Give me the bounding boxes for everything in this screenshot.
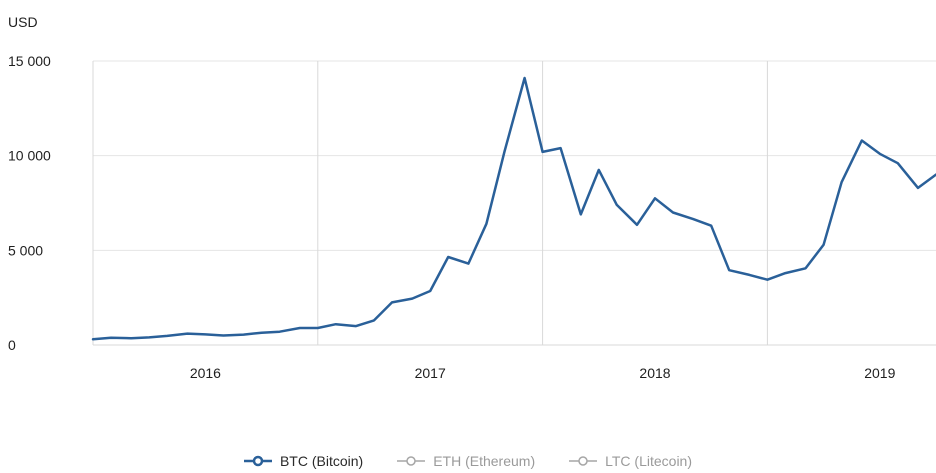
y-axis-unit-label: USD (8, 14, 38, 30)
legend: BTC (Bitcoin) ETH (Ethereum) LTC (Litecoin… (0, 450, 936, 472)
y-tick-label: 10 000 (8, 148, 51, 164)
legend-label: BTC (Bitcoin) (279, 453, 364, 469)
y-tick-label: 15 000 (8, 53, 51, 69)
x-tick-label: 2017 (415, 365, 446, 381)
y-tick-label: 0 (8, 337, 16, 353)
chart-svg: USD 15 000 10 000 5 000 0 2016 2017 2018 2019 (8, 14, 936, 381)
legend-marker-icon (397, 456, 426, 466)
legend-marker-icon (569, 456, 598, 466)
y-axis-ticks: 15 000 10 000 5 000 0 (8, 53, 51, 353)
legend-item[interactable]: BTC (Bitcoin) (243, 450, 364, 472)
legend-item[interactable]: ETH (Ethereum) (397, 450, 535, 472)
x-tick-label: 2016 (190, 365, 221, 381)
grid (92, 60, 936, 346)
legend-item[interactable]: LTC (Litecoin) (569, 450, 692, 472)
x-tick-label: 2018 (639, 365, 670, 381)
y-tick-label: 5 000 (8, 242, 43, 258)
series-layer (91, 76, 936, 341)
x-axis-ticks: 2016 2017 2018 2019 (190, 365, 896, 381)
legend-marker-icon (243, 455, 272, 467)
series-line-0 (91, 76, 936, 341)
legend-label: ETH (Ethereum) (433, 453, 536, 469)
x-tick-label: 2019 (864, 365, 895, 381)
legend-label: LTC (Litecoin) (605, 453, 693, 469)
